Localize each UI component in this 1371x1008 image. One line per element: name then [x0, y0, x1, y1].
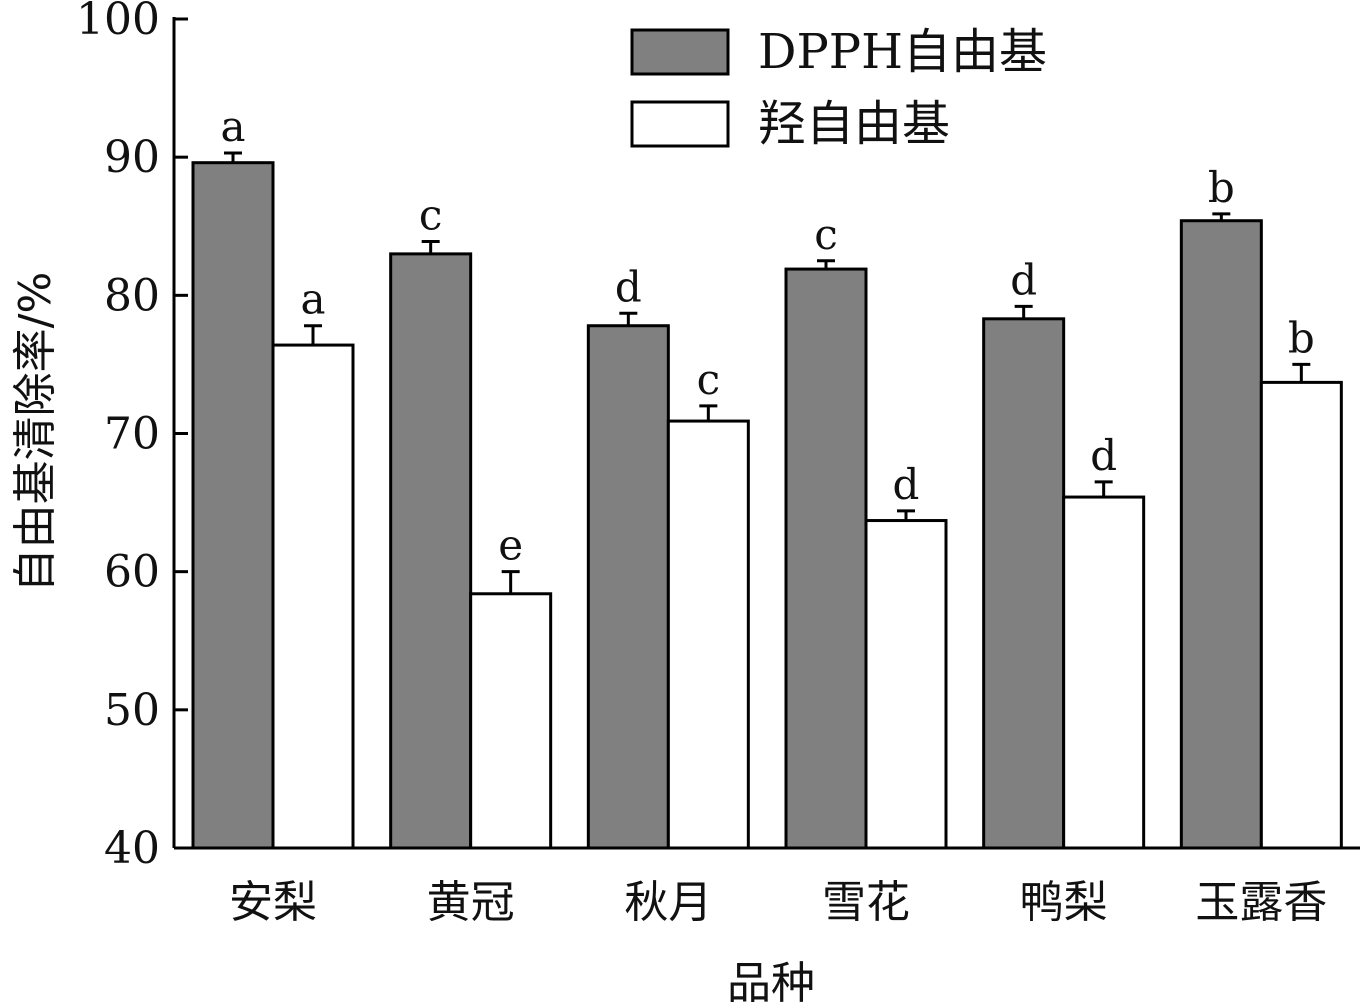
y-tick-label-7: 100 [76, 0, 160, 45]
legend-swatch-1 [630, 28, 730, 76]
y-ticks-group: 40 50 60 70 80 90 100 [76, 0, 188, 874]
sig-letter-s1-3: d [615, 262, 642, 311]
bar-s2-3 [666, 419, 750, 850]
significance-letters-group: a a c e d c c d d d b b [220, 102, 1314, 570]
x-tick-label-2: 黄冠 [427, 877, 515, 928]
bar-s2-5 [1062, 495, 1146, 850]
sig-letter-s2-2: e [498, 521, 523, 570]
x-axis-title: 品种 [727, 958, 815, 1008]
bar-s1-3 [586, 324, 670, 850]
legend-label-2: 羟自由基 [758, 96, 950, 152]
bar-s1-5 [982, 317, 1066, 850]
bars-group [191, 161, 1343, 850]
bar-s2-4 [864, 519, 948, 850]
legend-swatch-2 [630, 100, 730, 148]
sig-letter-s1-6: b [1208, 163, 1235, 212]
sig-letter-s1-4: c [814, 210, 838, 259]
error-bars-group [224, 151, 1311, 594]
sig-letter-s2-3: c [697, 355, 721, 404]
bar-s1-2 [389, 252, 473, 850]
y-tick-label-1: 40 [104, 823, 160, 874]
sig-letter-s1-5: d [1010, 255, 1037, 304]
bar-s1-6 [1179, 219, 1263, 850]
x-tick-label-6: 玉露香 [1195, 877, 1327, 928]
y-tick-label-3: 60 [104, 547, 160, 598]
bar-s1-4 [784, 267, 868, 850]
sig-letter-s1-2: c [419, 190, 443, 239]
x-tick-label-1: 安梨 [229, 877, 317, 928]
bar-s2-6 [1259, 380, 1343, 850]
y-tick-label-2: 50 [104, 685, 160, 736]
sig-letter-s1-1: a [220, 102, 245, 151]
y-tick-label-4: 70 [104, 409, 160, 460]
y-axis-title: 自由基清除率/% [10, 272, 61, 593]
sig-letter-s2-5: d [1090, 431, 1117, 480]
bar-s2-1 [271, 343, 355, 850]
y-tick-label-5: 80 [104, 270, 160, 321]
x-tick-label-3: 秋月 [624, 877, 712, 928]
legend-label-1: DPPH自由基 [758, 24, 1047, 80]
x-tick-label-5: 鸭梨 [1020, 877, 1108, 928]
sig-letter-s2-1: a [300, 275, 325, 324]
sig-letter-s2-6: b [1288, 313, 1315, 362]
sig-letter-s2-4: d [893, 460, 920, 509]
bar-s2-2 [469, 592, 553, 850]
x-tick-label-4: 雪花 [822, 877, 910, 928]
bar-s1-1 [191, 161, 275, 850]
x-categories-group: 安梨 黄冠 秋月 雪花 鸭梨 玉露香 [229, 877, 1327, 928]
y-tick-label-6: 90 [104, 132, 160, 183]
